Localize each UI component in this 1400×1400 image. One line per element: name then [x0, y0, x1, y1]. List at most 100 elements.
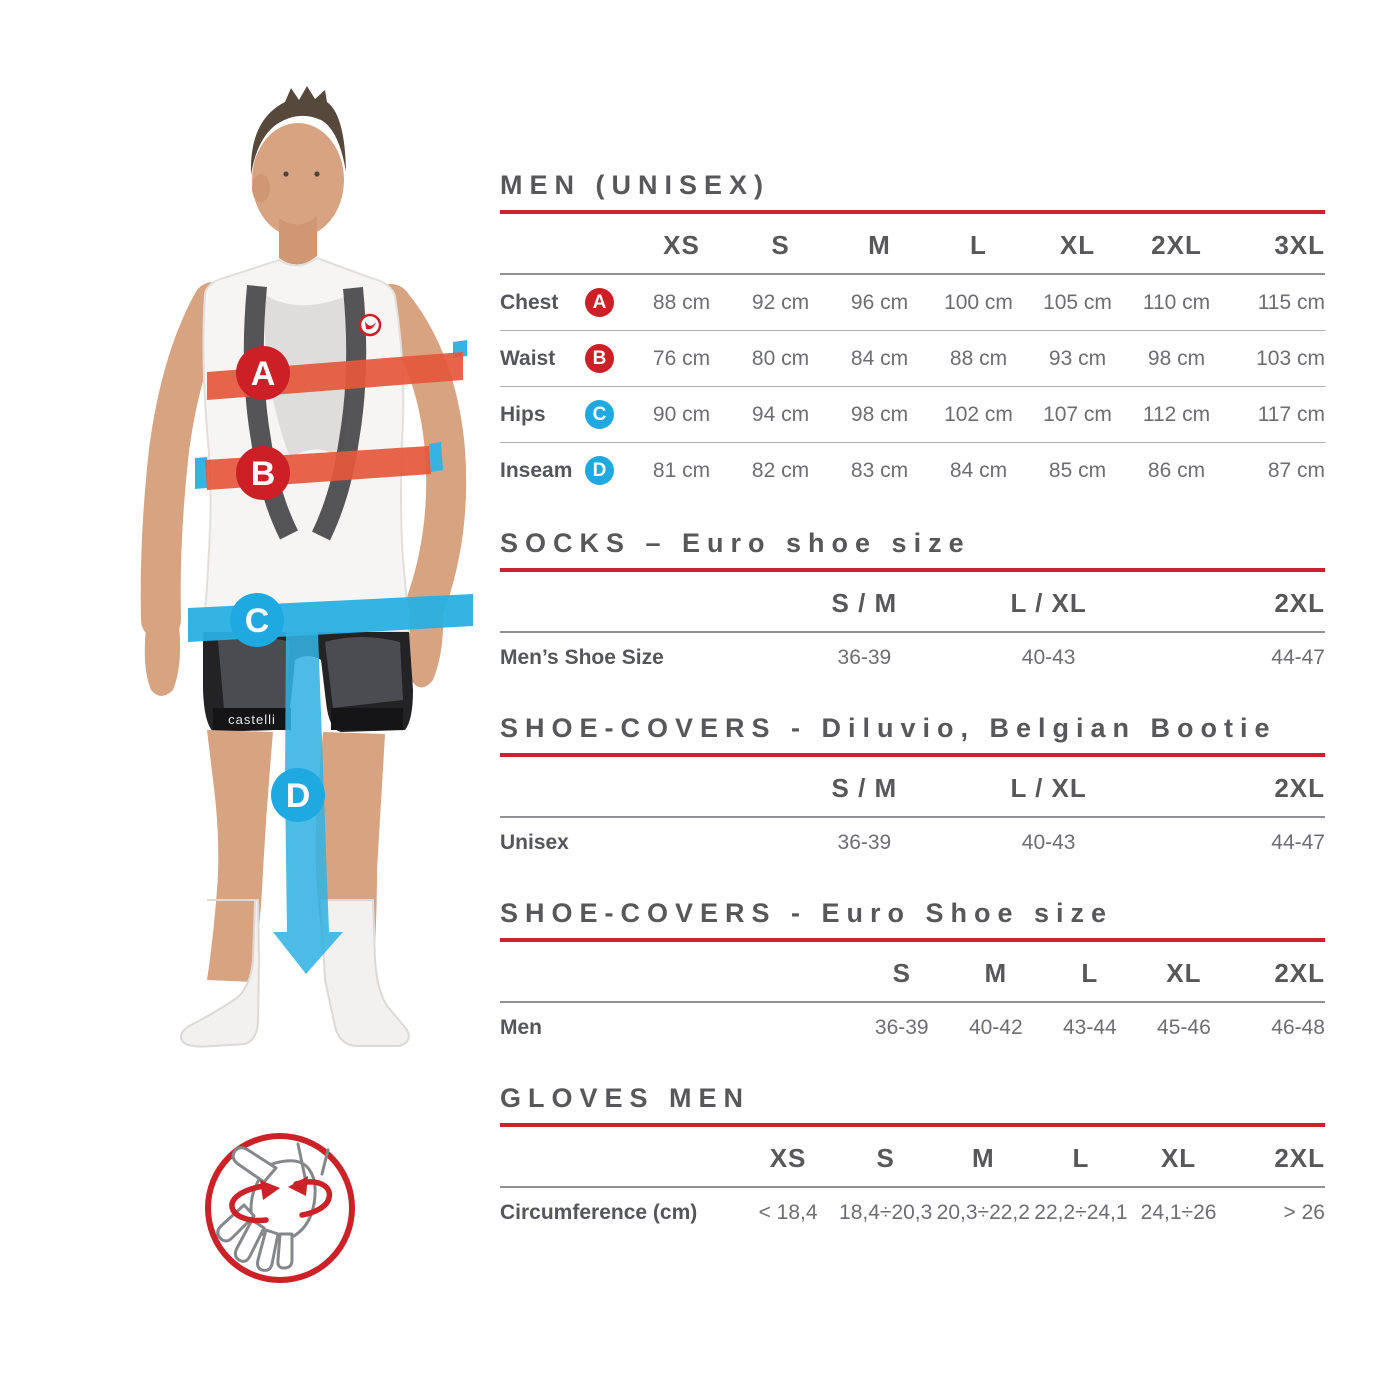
- arrowhead-left: [288, 1176, 308, 1196]
- marker-badge-b: B: [236, 446, 290, 500]
- size-value: 36-39: [837, 831, 892, 854]
- size-value: 20,3÷22,2: [936, 1201, 1030, 1224]
- header-row: XS S M L XL 2XL: [500, 1127, 1325, 1188]
- table-row: Men 36-39 40-42 43-44 45-46 46-48: [500, 1002, 1325, 1053]
- table-row: Unisex 36-39 40-43 44-47: [500, 817, 1325, 868]
- section-shoe-covers-diluvio-belgian-bootie: SHOE-COVERS - Diluvio, Belgian Bootie S /…: [500, 713, 1325, 868]
- table-row: Men’s Shoe Size 36-39 40-43 44-47: [500, 632, 1325, 683]
- sock-right: [319, 899, 410, 1047]
- marker-badge-a: A: [236, 346, 290, 400]
- column-header: 2XL: [1227, 1127, 1325, 1188]
- shorts-hem: [213, 708, 291, 730]
- section-men-unisex: MEN (UNISEX) XS S M L XL 2XL 3XL Chest A 88 cm 92 c…: [500, 170, 1325, 498]
- row-label: Men’s Shoe Size: [500, 646, 664, 669]
- column-header: L: [1032, 1127, 1130, 1188]
- table-row: Waist B 76 cm 80 cm 84 cm 88 cm 93 cm 98 cm 103 …: [500, 330, 1325, 387]
- size-table: XS S M L XL 2XL 3XL Chest A 88 cm 92 cm 96 cm 100 cm…: [500, 214, 1325, 498]
- column-header: XL: [1136, 942, 1231, 1003]
- svg-text:B: B: [251, 455, 276, 493]
- size-value: 117 cm: [1226, 386, 1325, 443]
- size-value: 80 cm: [731, 330, 830, 387]
- measure-marker-c: C: [585, 400, 614, 429]
- column-header-spacer: [500, 214, 632, 275]
- section-divider: [500, 210, 1325, 214]
- size-value: 87 cm: [1226, 442, 1325, 498]
- table-row: Chest A 88 cm 92 cm 96 cm 100 cm 105 cm 110 cm 1…: [500, 274, 1325, 331]
- table-row: Circumference (cm) < 18,4 18,4÷20,3 20,3÷22…: [500, 1187, 1325, 1238]
- castelli-logo-scorpion: [365, 321, 376, 330]
- model-left-hand: [144, 620, 181, 696]
- column-header: L: [1042, 942, 1137, 1003]
- size-value: 84 cm: [830, 330, 929, 387]
- column-header: M: [830, 214, 929, 275]
- shorts-panel: [218, 636, 290, 720]
- column-header: 2XL: [1127, 214, 1226, 275]
- band-edge: [195, 457, 207, 489]
- size-value: 44-47: [1271, 831, 1325, 854]
- model-hair: [250, 86, 346, 175]
- size-value: 107 cm: [1028, 386, 1127, 443]
- section-title: SHOE-COVERS - Diluvio, Belgian Bootie: [500, 713, 1277, 743]
- size-value: 90 cm: [632, 386, 731, 443]
- header-row: S M L XL 2XL: [500, 942, 1325, 1003]
- size-value: 81 cm: [632, 442, 731, 498]
- size-value: 22,2÷24,1: [1034, 1201, 1128, 1224]
- column-header: S: [836, 1127, 935, 1188]
- column-header: S / M: [772, 572, 957, 633]
- column-header: XL: [1028, 214, 1127, 275]
- svg-text:A: A: [251, 355, 276, 393]
- size-value: 93 cm: [1028, 330, 1127, 387]
- section-title: MEN (UNISEX): [500, 170, 771, 200]
- row-label: Waist: [500, 346, 556, 370]
- column-header-spacer: [500, 572, 773, 633]
- size-value: 92 cm: [751, 290, 810, 314]
- column-header: XL: [1129, 1127, 1228, 1188]
- size-value: 100 cm: [944, 290, 1013, 314]
- row-label: Chest: [500, 290, 559, 314]
- column-header: 2XL: [1140, 757, 1325, 818]
- castelli-logo-icon: [358, 313, 382, 337]
- size-table: XS S M L XL 2XL Circumference (cm) < 18,4 18,4÷2…: [500, 1127, 1325, 1238]
- size-value: 105 cm: [1043, 290, 1112, 314]
- model-eye: [283, 171, 289, 177]
- size-value: 103 cm: [1226, 330, 1325, 387]
- size-value: 24,1÷26: [1140, 1201, 1217, 1224]
- size-value: 36-39: [837, 646, 892, 669]
- size-tables: MEN (UNISEX) XS S M L XL 2XL 3XL Chest A 88 cm 92 c…: [500, 170, 1325, 1268]
- size-value: 40-43: [1021, 831, 1076, 854]
- column-header: XS: [632, 214, 731, 275]
- bib-strap-left: [243, 285, 298, 540]
- svg-text:C: C: [245, 602, 270, 640]
- size-value: 84 cm: [929, 442, 1028, 498]
- shorts-panel: [325, 637, 403, 708]
- section-gloves-men: GLOVES MEN XS S M L XL 2XL Circumference (cm) < …: [500, 1083, 1325, 1238]
- marker-badge-d: D: [271, 768, 325, 822]
- bib-strap-right: [311, 287, 367, 541]
- size-value: 115 cm: [1257, 290, 1325, 314]
- column-header: 2XL: [1140, 572, 1325, 633]
- row-label: Inseam: [500, 458, 573, 482]
- shorts-hem: [331, 708, 403, 730]
- row-label: Unisex: [500, 831, 569, 854]
- size-value: 94 cm: [731, 386, 830, 443]
- column-header: L / XL: [956, 572, 1141, 633]
- column-header: S: [731, 214, 830, 275]
- model-right-arm: [371, 284, 467, 620]
- column-header: S / M: [772, 757, 957, 818]
- row-label: Men: [500, 1016, 542, 1039]
- size-value: 45-46: [1157, 1016, 1211, 1039]
- size-value: 96 cm: [850, 290, 909, 314]
- size-value: > 26: [1283, 1201, 1325, 1224]
- size-value: 82 cm: [731, 442, 830, 498]
- measure-marker-d: D: [585, 456, 614, 485]
- size-value: 40-43: [1021, 646, 1076, 669]
- model-left-leg: [207, 730, 273, 982]
- section-divider: [500, 753, 1325, 757]
- section-divider: [500, 1123, 1325, 1127]
- column-header: M: [934, 1127, 1033, 1188]
- size-value: 83 cm: [830, 442, 929, 498]
